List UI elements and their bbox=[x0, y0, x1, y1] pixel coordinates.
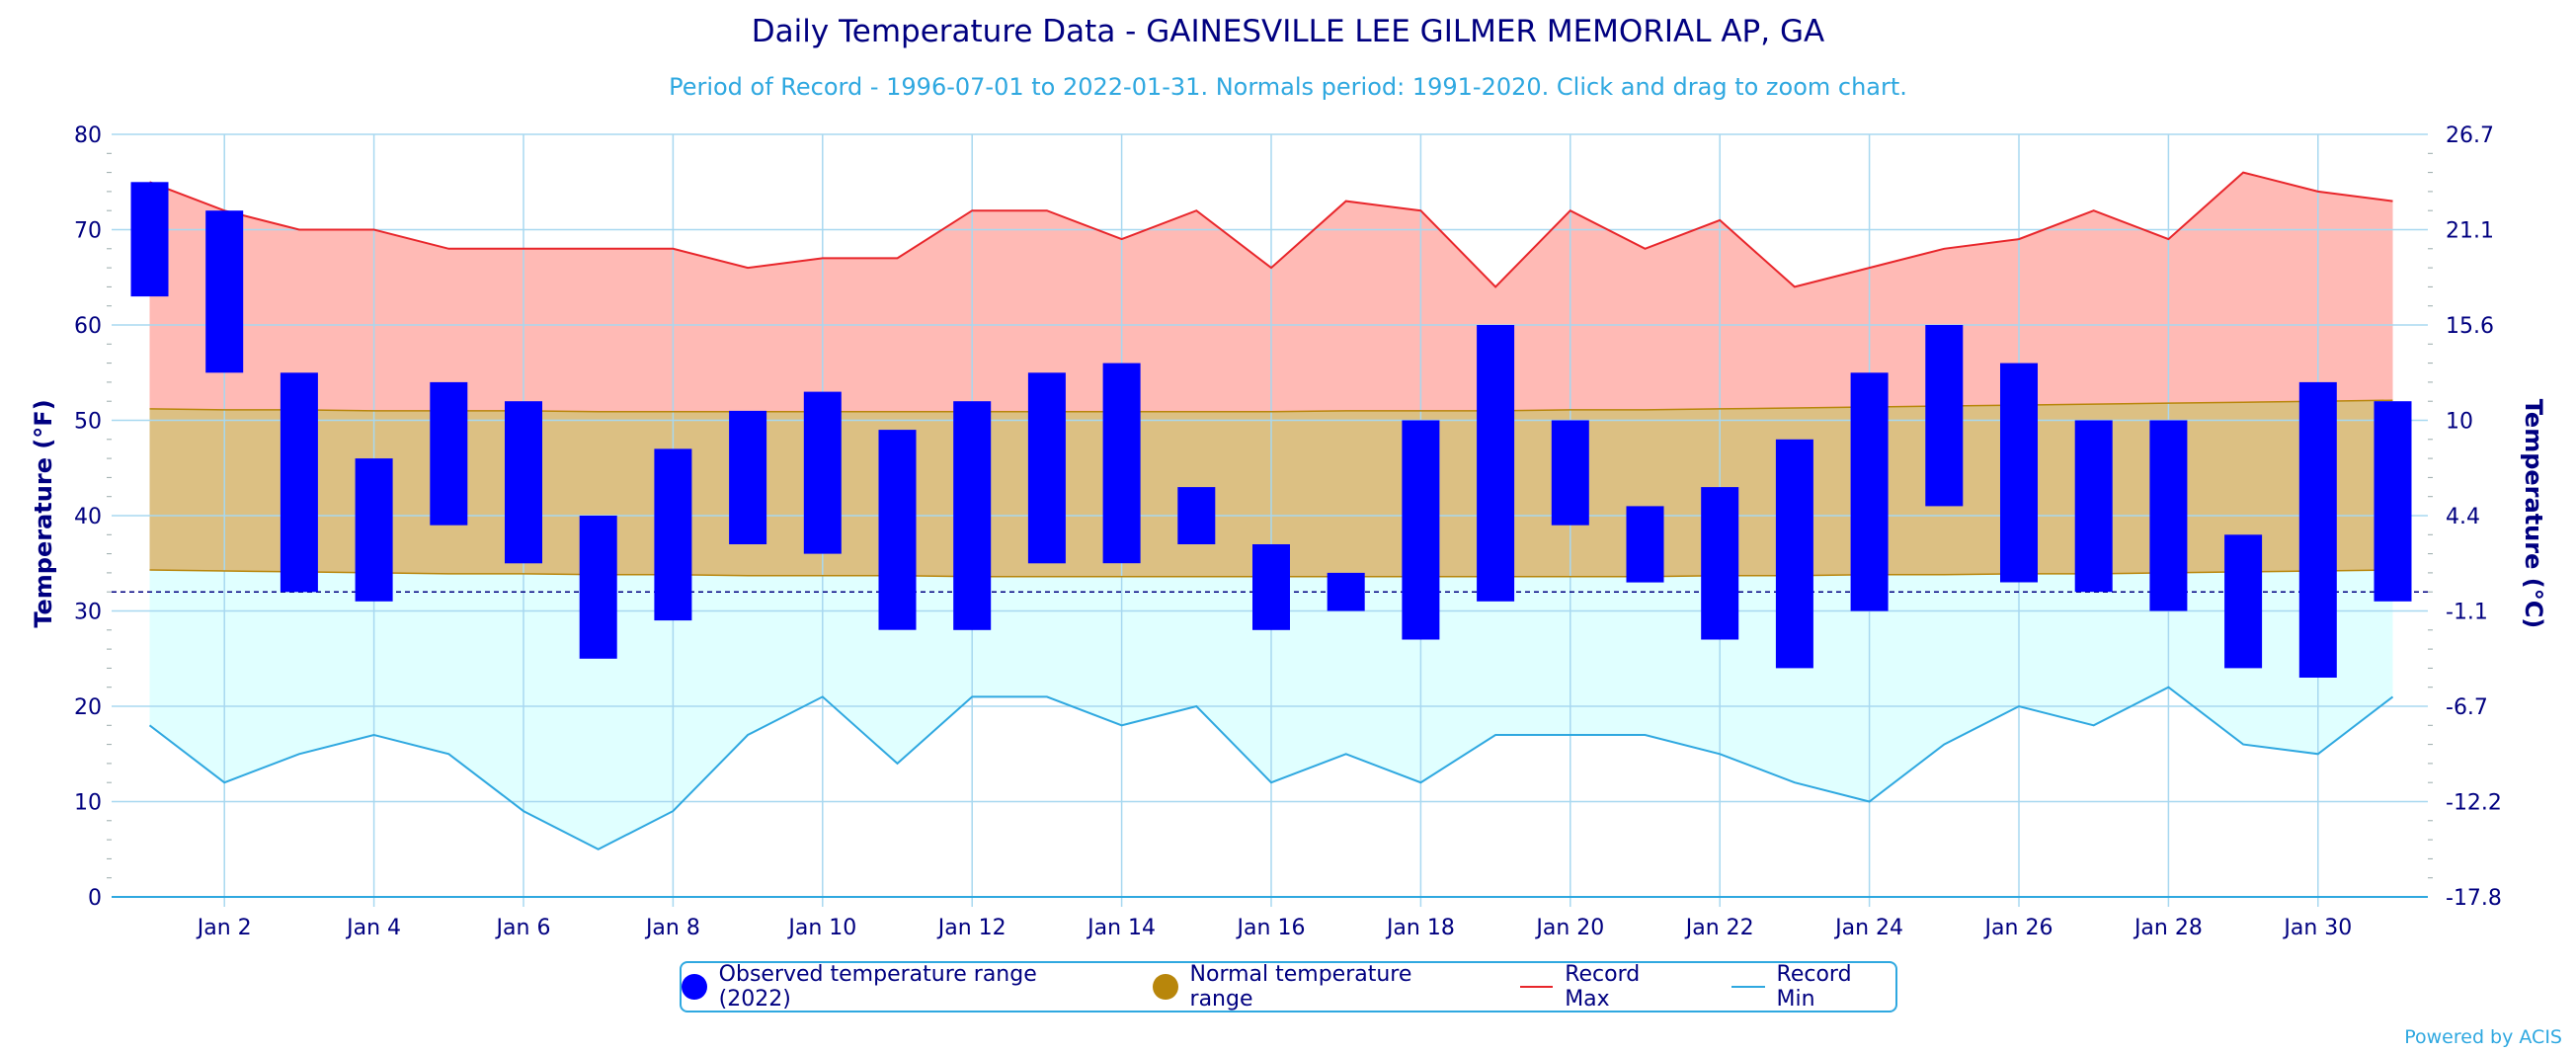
x-tick-label: Jan 12 bbox=[936, 916, 1006, 940]
observed-bar-jan-6[interactable] bbox=[505, 401, 542, 564]
axes: 0 -17.8 10 -12.2 20 -6.7 30 -1.1 40 4.4 50 10 60 15.6… bbox=[74, 123, 2502, 940]
observed-bar-jan-24[interactable] bbox=[1850, 372, 1889, 611]
y2-tick-label: -6.7 bbox=[2446, 695, 2488, 720]
x-tick-label: Jan 4 bbox=[345, 916, 401, 940]
y2-tick-label: 4.4 bbox=[2446, 505, 2480, 529]
y-tick-label: 10 bbox=[74, 791, 102, 816]
legend: Observed temperature range (2022) Normal … bbox=[680, 961, 1897, 1012]
legend-line-icon bbox=[1519, 986, 1554, 988]
observed-bar-jan-15[interactable] bbox=[1177, 487, 1216, 544]
y-tick-label: 20 bbox=[74, 695, 102, 720]
observed-bar-jan-9[interactable] bbox=[729, 410, 767, 544]
observed-bar-jan-5[interactable] bbox=[430, 381, 468, 526]
x-tick-label: Jan 26 bbox=[1983, 916, 2053, 940]
observed-bar-jan-22[interactable] bbox=[1701, 487, 1739, 640]
x-tick-label: Jan 16 bbox=[1236, 916, 1306, 940]
observed-bar-jan-18[interactable] bbox=[1402, 420, 1440, 640]
chart-subtitle: Period of Record - 1996-07-01 to 2022-01… bbox=[669, 73, 1907, 101]
powered-by-credit[interactable]: Powered by ACIS bbox=[2404, 1026, 2562, 1048]
observed-bar-jan-31[interactable] bbox=[2374, 401, 2412, 602]
y2-tick-label: -17.8 bbox=[2446, 886, 2502, 911]
y-tick-label: 40 bbox=[74, 505, 102, 529]
y-tick-label: 60 bbox=[74, 314, 102, 339]
y2-tick-label: -1.1 bbox=[2446, 601, 2488, 625]
legend-item[interactable]: Normal temperature range bbox=[1152, 962, 1479, 1012]
x-tick-label: Jan 20 bbox=[1534, 916, 1604, 940]
observed-bars[interactable] bbox=[130, 182, 2412, 678]
observed-bar-jan-1[interactable] bbox=[130, 182, 169, 297]
observed-bar-jan-27[interactable] bbox=[2074, 420, 2113, 593]
observed-bar-jan-29[interactable] bbox=[2224, 534, 2263, 669]
y2-tick-label: 26.7 bbox=[2446, 123, 2494, 148]
x-tick-label: Jan 28 bbox=[2133, 916, 2203, 940]
observed-bar-jan-3[interactable] bbox=[280, 372, 318, 593]
observed-bar-jan-7[interactable] bbox=[579, 516, 617, 659]
legend-label: Record Min bbox=[1776, 962, 1852, 1012]
x-tick-label: Jan 6 bbox=[495, 916, 551, 940]
legend-label: Record Max bbox=[1565, 962, 1641, 1012]
legend-item[interactable]: Observed temperature range (2022) bbox=[682, 962, 1111, 1012]
x-tick-label: Jan 18 bbox=[1385, 916, 1455, 940]
observed-bar-jan-23[interactable] bbox=[1775, 439, 1813, 669]
y2-tick-label: -12.2 bbox=[2446, 791, 2502, 816]
observed-bar-jan-13[interactable] bbox=[1027, 372, 1066, 564]
x-tick-label: Jan 2 bbox=[196, 916, 252, 940]
observed-bar-jan-20[interactable] bbox=[1551, 420, 1589, 526]
x-tick-label: Jan 30 bbox=[2282, 916, 2352, 940]
temperature-chart[interactable]: 0 -17.8 10 -12.2 20 -6.7 30 -1.1 40 4.4 50 10 60 15.6… bbox=[0, 0, 2576, 948]
legend-label: Normal temperature range bbox=[1189, 962, 1412, 1012]
observed-bar-jan-21[interactable] bbox=[1626, 506, 1664, 583]
observed-bar-jan-16[interactable] bbox=[1252, 544, 1290, 630]
y2-tick-label: 21.1 bbox=[2446, 219, 2494, 244]
chart-title: Daily Temperature Data - GAINESVILLE LEE… bbox=[751, 14, 1825, 49]
legend-item[interactable]: Record Max bbox=[1519, 962, 1690, 1012]
observed-bar-jan-12[interactable] bbox=[953, 401, 992, 630]
y-tick-label: 80 bbox=[74, 123, 102, 148]
legend-line-icon bbox=[1731, 986, 1765, 988]
observed-bar-jan-14[interactable] bbox=[1102, 363, 1141, 564]
x-tick-label: Jan 24 bbox=[1833, 916, 1903, 940]
observed-bar-jan-10[interactable] bbox=[803, 391, 842, 554]
record-min-line bbox=[148, 686, 2394, 850]
y2-tick-label: 10 bbox=[2446, 410, 2473, 435]
y-tick-label: 0 bbox=[88, 886, 102, 911]
observed-bar-jan-28[interactable] bbox=[2149, 420, 2188, 611]
observed-bar-jan-4[interactable] bbox=[355, 458, 393, 602]
observed-bar-jan-25[interactable] bbox=[1925, 325, 1964, 507]
observed-bar-jan-11[interactable] bbox=[878, 430, 917, 630]
x-tick-label: Jan 10 bbox=[786, 916, 856, 940]
y-axis-title-left: Temperature (°F) bbox=[30, 399, 57, 627]
y-tick-label: 70 bbox=[74, 219, 102, 244]
legend-label: Observed temperature range (2022) bbox=[718, 962, 1037, 1012]
y-tick-label: 50 bbox=[74, 410, 102, 435]
legend-dot-icon bbox=[1152, 974, 1178, 1000]
y2-tick-label: 15.6 bbox=[2446, 314, 2494, 339]
x-tick-label: Jan 8 bbox=[644, 916, 700, 940]
observed-bar-jan-8[interactable] bbox=[654, 448, 692, 621]
y-axis-title-right: Temperature (°C) bbox=[2520, 399, 2547, 629]
observed-bar-jan-19[interactable] bbox=[1477, 325, 1515, 602]
legend-item[interactable]: Record Min bbox=[1731, 962, 1895, 1012]
legend-dot-icon bbox=[682, 974, 707, 1000]
observed-bar-jan-26[interactable] bbox=[2000, 363, 2038, 583]
x-tick-label: Jan 14 bbox=[1086, 916, 1156, 940]
observed-bar-jan-2[interactable] bbox=[205, 210, 244, 373]
observed-bar-jan-30[interactable] bbox=[2298, 381, 2337, 678]
y-tick-label: 30 bbox=[74, 601, 102, 625]
x-tick-label: Jan 22 bbox=[1684, 916, 1754, 940]
observed-bar-jan-17[interactable] bbox=[1327, 572, 1365, 611]
record-max-line bbox=[149, 171, 2393, 288]
